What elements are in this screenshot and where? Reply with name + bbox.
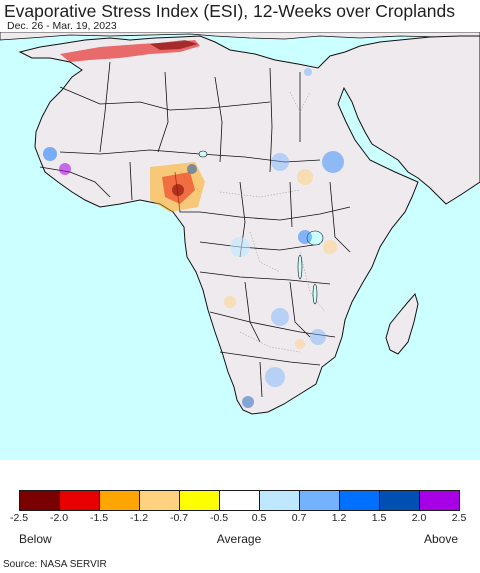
madagascar xyxy=(385,292,419,355)
lake-victoria xyxy=(306,230,324,246)
legend-swatch xyxy=(419,490,460,511)
zambia-wet-patch xyxy=(271,308,289,326)
nile-delta-patch xyxy=(304,68,312,76)
legend-above-label: Above xyxy=(423,532,458,546)
west-africa-extreme-wet-patch xyxy=(59,163,71,175)
legend-tick: -2.5 xyxy=(9,512,29,524)
lake-chad-wet-patch xyxy=(187,164,197,174)
south-sudan-mild-dry-patch xyxy=(297,169,313,185)
esi-map xyxy=(0,32,480,460)
angola-dry-patch xyxy=(224,296,236,308)
source-credit: Source: NASA SERVIR xyxy=(3,559,107,570)
legend-tick: -1.5 xyxy=(89,512,109,524)
admin-lines xyxy=(179,91,326,353)
legend-tick: 2.0 xyxy=(411,512,427,524)
country-borders xyxy=(39,61,351,398)
legend-tick: 1.2 xyxy=(331,512,347,524)
legend-swatch xyxy=(339,490,380,511)
legend-swatch xyxy=(179,490,220,511)
legend-swatch xyxy=(379,490,420,511)
legend-swatch xyxy=(19,490,60,511)
legend-tick: 0.5 xyxy=(251,512,267,524)
south-africa-wet-patch xyxy=(265,367,285,387)
esi-legend-bar xyxy=(19,490,460,511)
esi-patches xyxy=(43,40,344,408)
sudan-wet-patch xyxy=(271,153,289,171)
legend-tick: 0.7 xyxy=(291,512,307,524)
lake-tanganyika xyxy=(297,254,303,280)
date-range: Dec. 26 - Mar. 19, 2023 xyxy=(7,20,117,32)
legend-below-label: Below xyxy=(19,532,52,546)
legend-swatch xyxy=(99,490,140,511)
legend-tick: -2.0 xyxy=(49,512,69,524)
legend-tick: -0.5 xyxy=(209,512,229,524)
lake-malawi xyxy=(312,283,318,305)
north-africa-coast-extreme xyxy=(150,40,198,50)
legend-tick: 1.5 xyxy=(371,512,387,524)
kenya-dry-patch xyxy=(323,240,337,254)
map-title: Evaporative Stress Index (ESI), 12-Weeks… xyxy=(4,1,455,21)
legend-swatch xyxy=(259,490,300,511)
legend-tick: -0.7 xyxy=(169,512,189,524)
great-lakes-wet-patch xyxy=(298,230,312,244)
legend-swatch xyxy=(299,490,340,511)
west-africa-wet-patch xyxy=(43,147,57,161)
lake-chad xyxy=(198,150,208,158)
legend-swatch xyxy=(59,490,100,511)
africa-landmass xyxy=(18,35,480,415)
legend-swatch xyxy=(219,490,260,511)
legend-tick: -1.2 xyxy=(129,512,149,524)
south-africa-coast-wet-patch xyxy=(242,396,254,408)
legend-average-label: Average xyxy=(216,532,262,546)
ethiopia-wet-patch xyxy=(322,151,344,173)
congo-wet-patch xyxy=(230,237,250,257)
nigeria-extreme-dry-patch xyxy=(172,184,184,196)
zimbabwe-dry-patch xyxy=(295,339,305,349)
legend-swatch xyxy=(139,490,180,511)
legend-tick: 2.5 xyxy=(451,512,467,524)
mozambique-wet-patch xyxy=(310,329,326,345)
